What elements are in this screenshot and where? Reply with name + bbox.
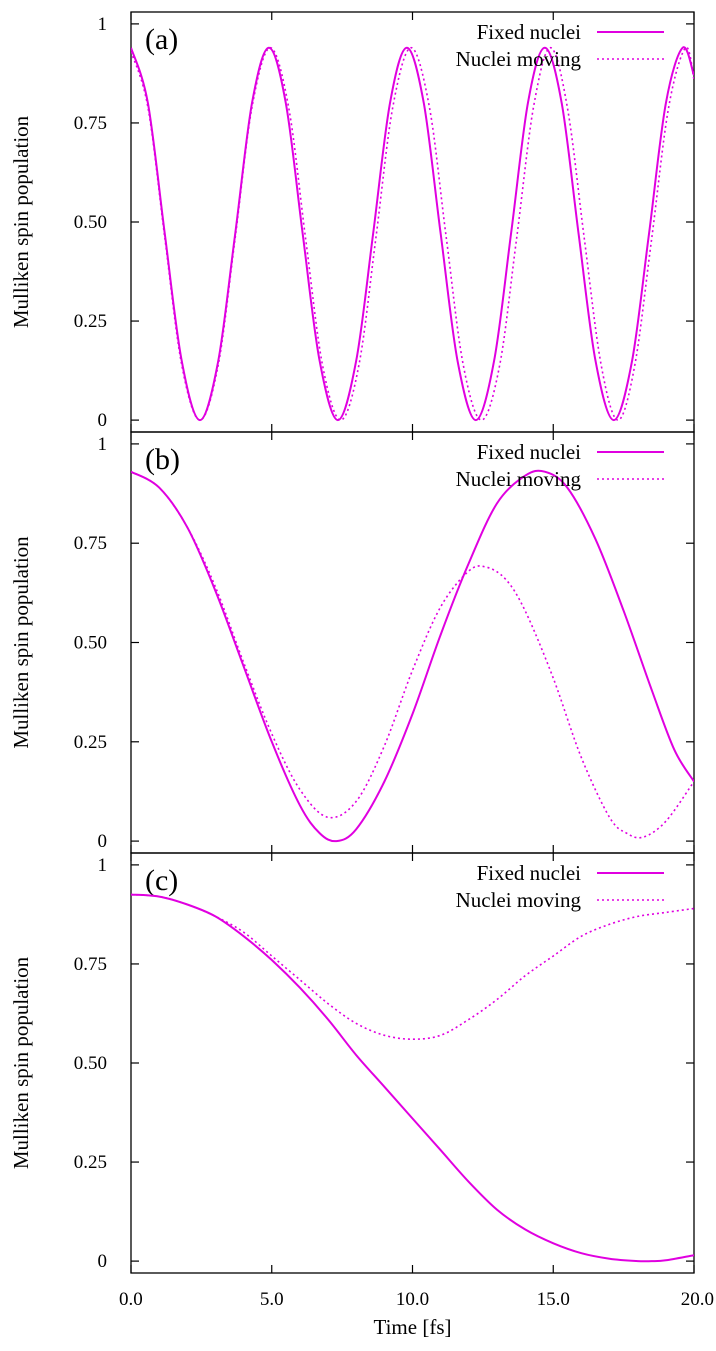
plot-frame (130, 11, 695, 433)
y-tick-label: 0.25 (74, 1152, 107, 1173)
series-line-fixed-nuclei (131, 46, 694, 422)
y-tick-label: 0 (98, 410, 108, 431)
y-axis-title: Mulliken spin population (9, 536, 33, 749)
legend: Fixed nuclei Nuclei moving (456, 440, 664, 491)
legend: Fixed nuclei Nuclei moving (456, 20, 664, 71)
panel-label: (c) (145, 864, 178, 897)
y-tick-label: 0.75 (74, 533, 107, 554)
plot-frame (130, 431, 695, 854)
x-axis-title: Time [fs] (374, 1315, 452, 1339)
legend-label: Nuclei moving (456, 888, 582, 912)
y-tick-label: 0 (98, 1251, 108, 1272)
legend-label: Fixed nuclei (477, 440, 582, 464)
y-tick-label: 0.50 (74, 633, 107, 654)
legend-label: Fixed nuclei (477, 20, 582, 44)
legend-label: Fixed nuclei (477, 861, 582, 885)
panel-label: (a) (145, 23, 178, 56)
y-tick-label: 0.50 (74, 212, 107, 233)
x-tick-label: 10.0 (396, 1289, 429, 1310)
y-tick-label: 1 (98, 14, 108, 35)
x-tick-label: 20.0 (681, 1289, 714, 1310)
y-axis-title: Mulliken spin population (9, 115, 33, 328)
series-line-nuclei-moving (131, 470, 694, 839)
y-tick-label: 0.25 (74, 732, 107, 753)
y-tick-label: 1 (98, 434, 108, 455)
x-tick-label: 0.0 (119, 1289, 143, 1310)
panel-label: (b) (145, 443, 180, 476)
series-line-nuclei-moving (131, 46, 694, 421)
legend-label: Nuclei moving (456, 467, 582, 491)
x-tick-label: 15.0 (537, 1289, 570, 1310)
y-tick-label: 0.25 (74, 311, 107, 332)
y-tick-label: 0.50 (74, 1053, 107, 1074)
series-line-fixed-nuclei (131, 469, 694, 843)
legend-label: Nuclei moving (456, 47, 582, 71)
legend: Fixed nuclei Nuclei moving (456, 861, 664, 912)
series-line-fixed-nuclei (131, 893, 694, 1263)
panel-a: 0 0.25 0.50 0.75 1 Mulliken spin population (a… (9, 11, 695, 433)
y-axis-title: Mulliken spin population (9, 956, 33, 1169)
panel-b: 0 0.25 0.50 0.75 1 Mulliken spin population (b… (9, 431, 695, 854)
y-tick-label: 0.75 (74, 113, 107, 134)
y-tick-label: 0 (98, 831, 108, 852)
y-tick-label: 1 (98, 855, 108, 876)
y-tick-label: 0.75 (74, 954, 107, 975)
x-tick-label: 5.0 (260, 1289, 284, 1310)
